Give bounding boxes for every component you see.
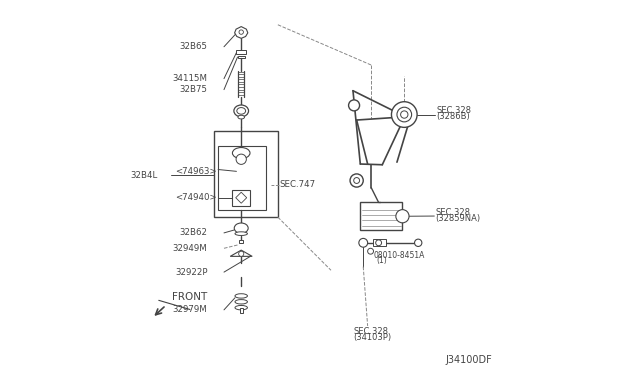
Text: 08010-8451A: 08010-8451A bbox=[373, 251, 424, 260]
Ellipse shape bbox=[236, 154, 246, 164]
Ellipse shape bbox=[235, 299, 248, 304]
Text: (1): (1) bbox=[376, 256, 387, 265]
Polygon shape bbox=[236, 192, 246, 203]
Bar bbox=[373, 239, 386, 247]
Bar bbox=[232, 190, 250, 206]
Circle shape bbox=[415, 239, 422, 247]
Circle shape bbox=[396, 210, 409, 223]
Bar bbox=[240, 308, 243, 313]
Text: FRONT: FRONT bbox=[172, 292, 207, 302]
Text: <74963>: <74963> bbox=[175, 167, 217, 176]
Text: 32B65: 32B65 bbox=[179, 42, 207, 51]
Text: 34115M: 34115M bbox=[173, 74, 207, 83]
Text: <74940>: <74940> bbox=[175, 193, 217, 202]
Text: (34103P): (34103P) bbox=[354, 333, 392, 342]
Circle shape bbox=[354, 177, 360, 183]
Text: SEC.328: SEC.328 bbox=[436, 106, 472, 115]
Bar bbox=[236, 51, 246, 54]
Circle shape bbox=[392, 102, 417, 127]
Circle shape bbox=[239, 251, 244, 256]
Circle shape bbox=[367, 248, 374, 254]
Bar bbox=[360, 202, 403, 230]
Circle shape bbox=[397, 107, 412, 122]
Text: 32922P: 32922P bbox=[175, 267, 207, 277]
Text: SEC.328: SEC.328 bbox=[354, 327, 388, 336]
Ellipse shape bbox=[238, 115, 244, 119]
Ellipse shape bbox=[234, 105, 248, 117]
Circle shape bbox=[349, 100, 360, 111]
Text: 32949M: 32949M bbox=[173, 244, 207, 253]
Circle shape bbox=[401, 111, 408, 118]
Circle shape bbox=[239, 30, 243, 34]
Text: (32859NA): (32859NA) bbox=[435, 214, 481, 223]
Text: SEC.747: SEC.747 bbox=[280, 180, 316, 189]
Bar bbox=[237, 55, 245, 58]
Polygon shape bbox=[235, 26, 248, 38]
Ellipse shape bbox=[235, 305, 248, 310]
Text: 32B62: 32B62 bbox=[179, 228, 207, 237]
Circle shape bbox=[350, 174, 364, 187]
Text: SEC.328: SEC.328 bbox=[435, 208, 470, 217]
Ellipse shape bbox=[237, 108, 246, 114]
Bar bbox=[214, 131, 278, 217]
Text: 32B75: 32B75 bbox=[179, 85, 207, 94]
Text: 32979M: 32979M bbox=[173, 305, 207, 314]
Ellipse shape bbox=[234, 223, 248, 233]
Text: 32B4L: 32B4L bbox=[131, 170, 158, 180]
Bar bbox=[218, 146, 266, 210]
Bar bbox=[239, 240, 243, 243]
Ellipse shape bbox=[235, 232, 248, 235]
Text: (3286B): (3286B) bbox=[436, 112, 470, 121]
Text: J34100DF: J34100DF bbox=[445, 355, 492, 365]
Polygon shape bbox=[230, 250, 252, 256]
Ellipse shape bbox=[235, 294, 248, 298]
Circle shape bbox=[359, 238, 367, 247]
Ellipse shape bbox=[232, 148, 250, 158]
Circle shape bbox=[376, 240, 381, 246]
